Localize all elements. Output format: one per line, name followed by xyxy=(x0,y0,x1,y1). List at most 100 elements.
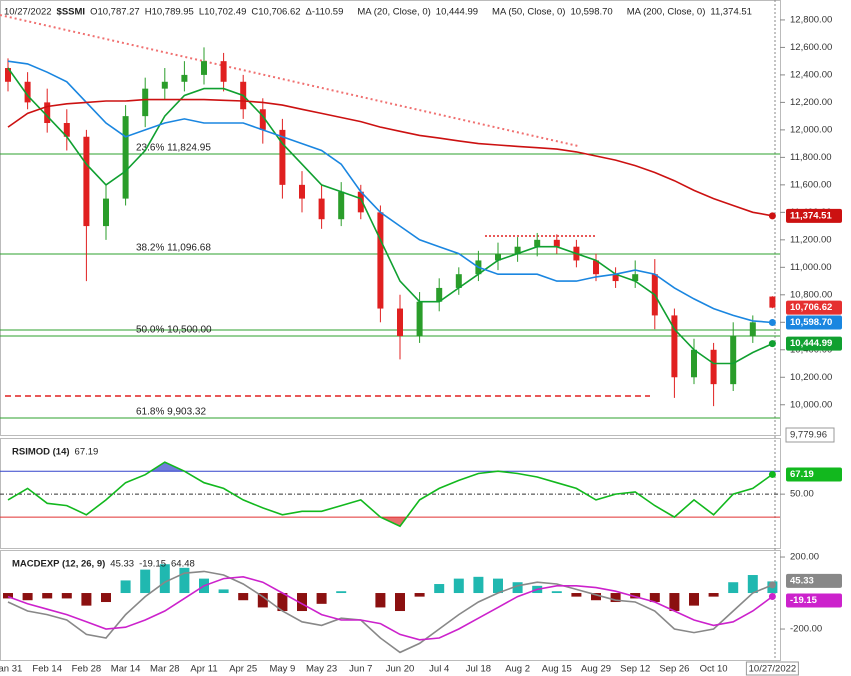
candle-body xyxy=(612,274,619,282)
macd-last-dot xyxy=(768,581,776,589)
x-tick-label: Mar 14 xyxy=(111,664,141,675)
y-tick-label: 11,600.00 xyxy=(790,179,832,190)
macd-badge-bg xyxy=(786,593,842,608)
candle-body xyxy=(220,61,227,82)
histogram-bar xyxy=(434,584,445,594)
y-tick-label: 50.00 xyxy=(790,489,814,500)
low-marker-box xyxy=(785,427,835,443)
histogram-bar xyxy=(22,593,33,601)
x-tick-label: Apr 11 xyxy=(190,664,217,675)
panel-title: RSIMOD (14) xyxy=(12,447,70,458)
candle-body xyxy=(142,88,149,117)
candle-body xyxy=(769,296,776,308)
candle-body xyxy=(416,301,423,337)
candle-body xyxy=(455,274,462,288)
x-tick-label: May 9 xyxy=(269,664,295,675)
close-badge: 10,706.62 xyxy=(790,302,832,313)
ma-last-dot xyxy=(768,318,776,326)
x-tick-label: Sep 26 xyxy=(659,664,689,675)
panel-title: MACDEXP (12, 26, 9) xyxy=(12,559,105,570)
histogram-bar xyxy=(61,593,72,599)
ma-last-dot xyxy=(768,212,776,220)
histogram-bar xyxy=(512,582,523,594)
histogram-bar xyxy=(708,593,719,597)
candle-body xyxy=(749,322,756,337)
candle-body xyxy=(671,315,678,378)
candle-body xyxy=(259,109,266,130)
x-tick-label: Jul 4 xyxy=(429,664,449,675)
x-tick-label: Oct 10 xyxy=(700,664,728,675)
candle-body xyxy=(5,68,11,82)
macd-panel xyxy=(0,550,781,661)
trend-line xyxy=(0,14,579,147)
y-tick-label: 12,400.00 xyxy=(790,69,832,80)
histogram-bar xyxy=(297,593,307,612)
candle-body xyxy=(632,274,639,282)
histogram-bar xyxy=(277,593,288,612)
overbought-fill xyxy=(8,462,773,472)
ma-value-badge: 11,374.51 xyxy=(790,210,832,221)
macd-line xyxy=(7,570,773,654)
x-tick-label: Aug 2 xyxy=(505,664,530,675)
candle-body xyxy=(103,198,109,227)
rsi-badge-bg xyxy=(786,467,842,482)
candle-body xyxy=(691,349,697,378)
candle-body xyxy=(181,74,188,82)
macd-badge: -19.15 xyxy=(790,595,818,606)
close-badge-bg xyxy=(786,300,842,315)
histogram-bar xyxy=(649,593,660,603)
y-tick-label: 12,800.00 xyxy=(790,14,832,25)
ma-value-badge-bg xyxy=(786,208,842,223)
x-tick-label: May 23 xyxy=(306,664,337,675)
histogram-bar xyxy=(473,576,484,594)
candle-body xyxy=(63,123,70,137)
ohlc-label: H10,789.95 xyxy=(145,7,194,18)
x-tick-label: Jan 31 xyxy=(0,664,22,675)
macd-value: -19.15 xyxy=(139,559,166,570)
histogram-bar xyxy=(120,580,131,594)
x-tick-label: Aug 15 xyxy=(542,664,572,675)
histogram-bar xyxy=(493,578,503,594)
histogram-bar xyxy=(375,593,386,608)
candle-body xyxy=(161,81,168,89)
x-tick-label: Feb 28 xyxy=(72,664,102,675)
histogram-bar xyxy=(218,589,229,594)
rsi-panel xyxy=(0,438,781,549)
candle-body xyxy=(710,349,717,385)
candle-body xyxy=(377,212,384,309)
legend-entry: MA (200, Close, 0) xyxy=(627,7,706,18)
ma-line xyxy=(7,98,773,217)
x-tick-label: Apr 25 xyxy=(229,664,257,675)
legend-value: 10,598.70 xyxy=(570,7,612,18)
y-tick-label: -200.00 xyxy=(790,624,822,635)
x-tick-label: Jun 7 xyxy=(349,664,372,675)
ohlc-label: C10,706.62 xyxy=(251,7,300,18)
candle-body xyxy=(299,184,305,199)
macd-badge-bg xyxy=(786,573,842,588)
x-tick-label: Jun 20 xyxy=(386,664,415,675)
histogram-bar xyxy=(689,593,699,606)
y-tick-label: 200.00 xyxy=(790,552,819,563)
x-tick-label: 10/27/2022 xyxy=(749,664,797,675)
ma-line xyxy=(7,60,773,324)
legend-entry: MA (20, Close, 0) xyxy=(357,7,430,18)
ohlc-label: O10,787.27 xyxy=(90,7,140,18)
macd-value: 45.33 xyxy=(110,559,134,570)
rsi-value: 67.19 xyxy=(75,447,99,458)
low-marker-label: 9,779.96 xyxy=(790,430,827,441)
candle-body xyxy=(338,191,345,220)
histogram-bar xyxy=(101,593,111,603)
histogram-bar xyxy=(551,591,562,594)
symbol: $SSMI xyxy=(57,7,86,18)
y-tick-label: 11,800.00 xyxy=(790,152,832,163)
candle-body xyxy=(279,129,286,185)
y-tick-label: 11,000.00 xyxy=(790,262,832,273)
plot-layer: 10,000.0010,200.0010,400.0010,600.0010,8… xyxy=(0,7,842,676)
y-tick-label: 10,800.00 xyxy=(790,289,832,300)
histogram-bar xyxy=(238,593,249,601)
candle-body xyxy=(514,246,521,254)
macd-last-dot xyxy=(768,592,776,600)
x-tick-label: Aug 29 xyxy=(581,664,611,675)
histogram-bar xyxy=(42,593,53,599)
candle-body xyxy=(24,81,31,103)
